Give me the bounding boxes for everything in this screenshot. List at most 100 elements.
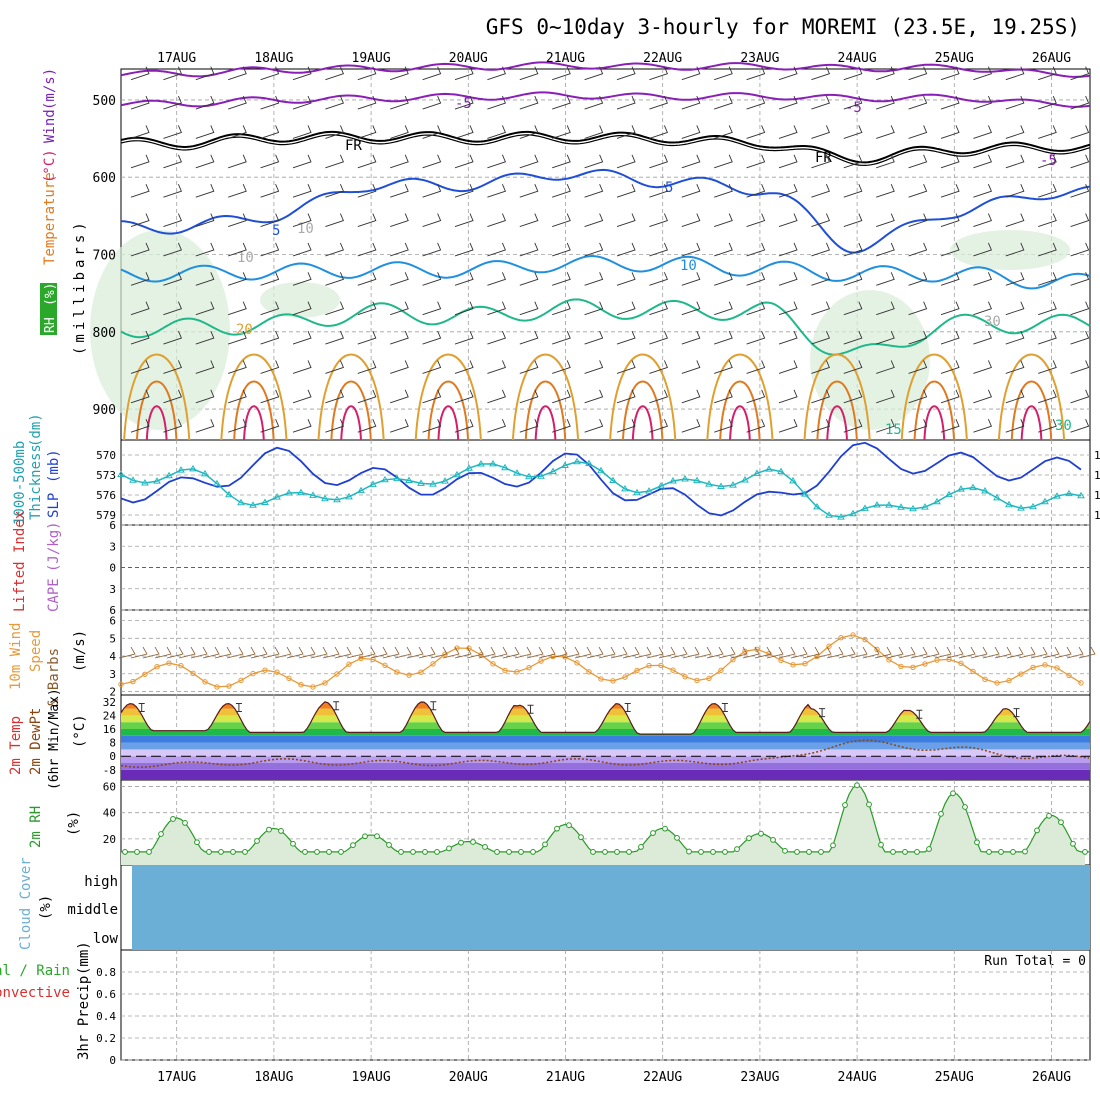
wind10-lines xyxy=(118,632,1096,690)
thickness-marker xyxy=(345,492,353,500)
wind-barb xyxy=(778,125,798,139)
wind-barb xyxy=(843,213,863,228)
wind-barb xyxy=(843,184,863,198)
wind-barb xyxy=(746,272,766,286)
temp-band xyxy=(121,735,1090,743)
wind-barb xyxy=(228,272,247,286)
wind-barb xyxy=(940,419,960,433)
wind10-barb xyxy=(754,646,772,659)
wind10-barb xyxy=(478,646,496,659)
wind-barb xyxy=(357,330,377,345)
wind-barb xyxy=(260,95,280,110)
wind-barb xyxy=(228,184,247,198)
wind-barb xyxy=(422,419,442,433)
warm-layer-contour xyxy=(145,405,168,441)
rh2m-marker xyxy=(350,842,356,849)
rh2m-marker xyxy=(278,828,284,834)
thickness-marker xyxy=(585,459,593,467)
wind-barb xyxy=(778,330,798,345)
thickness-tick-label: 573 xyxy=(96,469,116,482)
thickness-marker xyxy=(453,470,461,478)
rh2m-marker xyxy=(422,849,428,855)
thickness-marker xyxy=(549,467,557,475)
wind10-marker xyxy=(226,683,232,689)
label-cloud-middle: middle xyxy=(67,902,118,918)
thickness-marker xyxy=(1065,489,1073,497)
rh2m-marker xyxy=(398,849,404,855)
wind-barb xyxy=(616,389,636,404)
wind-barb xyxy=(163,184,183,198)
wind-barb xyxy=(325,242,345,257)
rh2m-marker xyxy=(374,833,380,840)
rh-tick-label: 60 xyxy=(103,781,116,794)
wind-barb xyxy=(940,184,960,198)
wind-barb xyxy=(843,95,863,110)
tick-labels: 17AUG 17AUG 18AUG 18AUG 19AUG 19AUG 20AUG 20AUG… xyxy=(93,51,1100,1085)
thickness-marker xyxy=(801,490,809,497)
wind-barb xyxy=(649,95,669,110)
rh2m-marker xyxy=(674,834,680,841)
wind-barb xyxy=(649,272,669,286)
wind-barb xyxy=(1038,184,1057,198)
wind-barb xyxy=(1070,66,1090,81)
thickness-marker xyxy=(873,501,881,508)
thickness-marker xyxy=(189,464,197,472)
rh2m-marker xyxy=(1082,849,1088,855)
temp-band xyxy=(121,763,1090,770)
rh2m-marker xyxy=(158,831,164,837)
rh2m-marker xyxy=(638,844,644,850)
warm-layer-contour xyxy=(414,353,482,441)
wind-barb xyxy=(746,154,766,169)
wind-barb xyxy=(487,272,507,286)
temp-line xyxy=(120,701,1091,735)
wind10-barb xyxy=(1066,646,1084,659)
wind10-marker xyxy=(742,648,748,655)
label-temperature-unit: (°C) xyxy=(42,149,58,183)
wind-barb xyxy=(973,184,993,198)
wind10-barb xyxy=(538,646,556,659)
wind-barb xyxy=(616,125,636,139)
wind-barb xyxy=(714,360,733,374)
wind10-marker xyxy=(706,675,712,682)
wind10-barb xyxy=(202,646,220,659)
wind-barb xyxy=(811,272,831,286)
wind-barb xyxy=(811,66,831,81)
wind-barb xyxy=(292,272,312,286)
wind-barb xyxy=(292,95,312,110)
thickness-marker xyxy=(141,479,149,486)
tmax-errorbar xyxy=(430,701,437,711)
wind10-marker xyxy=(754,646,760,653)
thickness-marker xyxy=(969,483,977,491)
wind10-marker xyxy=(238,677,244,684)
label-cape: CAPE xyxy=(46,578,62,612)
thickness-tick-label: 570 xyxy=(96,449,116,462)
wind-barb xyxy=(1070,125,1090,139)
wind-barb xyxy=(260,242,280,257)
wind-barb xyxy=(357,301,377,316)
tmax-errorbar xyxy=(819,708,826,718)
wind10-barb xyxy=(838,646,856,659)
slp-tick-label: 1024 xyxy=(1094,449,1100,462)
wind10-barb xyxy=(322,646,340,659)
rh2m-marker xyxy=(542,841,548,848)
label-dewpt2m: 2m DewPt xyxy=(28,708,44,775)
wind-barb xyxy=(811,125,831,139)
wind-barb xyxy=(681,272,701,286)
wind-barb xyxy=(940,154,960,169)
date-label-top: 23AUG xyxy=(740,51,779,66)
wind10-barb xyxy=(610,646,628,659)
label-thickness-b: Thickness xyxy=(28,444,44,520)
wind-barb xyxy=(973,213,993,228)
label-wind10-a: 10m Wind xyxy=(8,623,24,690)
wind-barb xyxy=(714,213,733,228)
wind-barb xyxy=(130,242,150,257)
temp-tick-label: 16 xyxy=(103,723,116,736)
wind-barb xyxy=(584,213,604,228)
wind-barb xyxy=(390,389,409,404)
temp-bands xyxy=(120,701,1091,780)
rh2m-marker xyxy=(650,830,656,836)
wind-barb xyxy=(454,95,474,110)
thickness-marker xyxy=(261,498,269,506)
label-precip-total: Total / Rain xyxy=(0,963,70,979)
